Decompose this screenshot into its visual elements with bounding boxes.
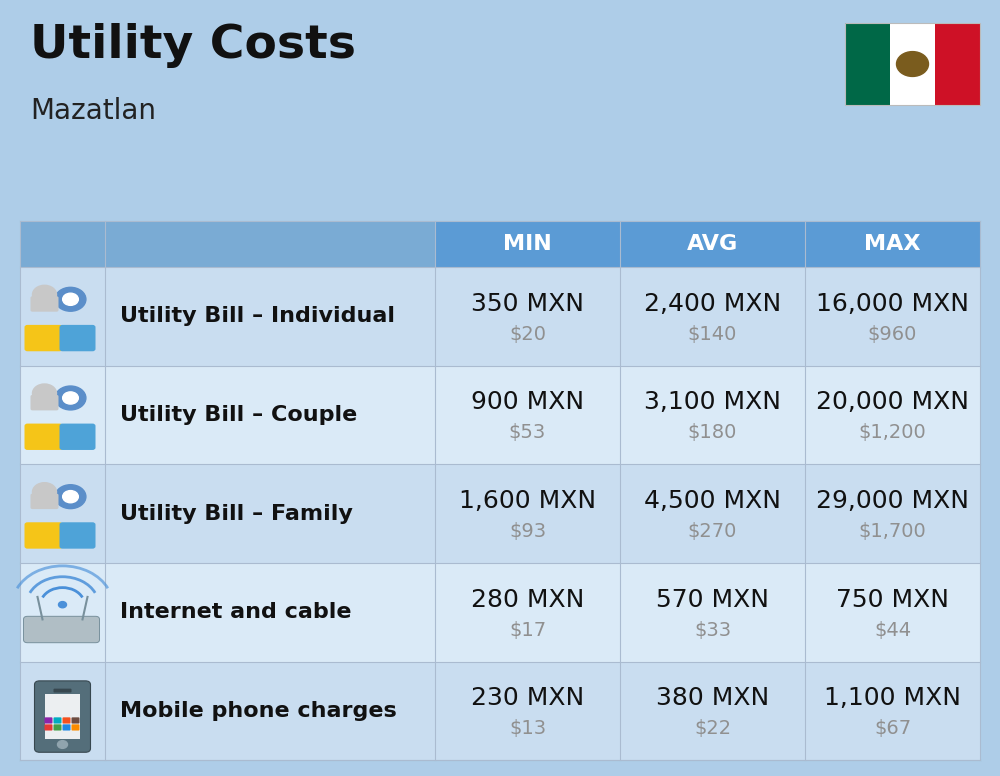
FancyBboxPatch shape (20, 662, 980, 760)
FancyBboxPatch shape (23, 616, 100, 643)
FancyBboxPatch shape (60, 325, 96, 352)
Text: 230 MXN: 230 MXN (471, 686, 584, 710)
Text: $33: $33 (694, 621, 731, 639)
FancyBboxPatch shape (44, 724, 52, 730)
Text: Mazatlan: Mazatlan (30, 97, 156, 125)
Text: 16,000 MXN: 16,000 MXN (816, 292, 969, 316)
Text: MAX: MAX (864, 234, 921, 254)
FancyBboxPatch shape (24, 325, 62, 352)
Text: 20,000 MXN: 20,000 MXN (816, 390, 969, 414)
Text: 29,000 MXN: 29,000 MXN (816, 489, 969, 513)
Text: MIN: MIN (503, 234, 552, 254)
Text: 2,400 MXN: 2,400 MXN (644, 292, 781, 316)
Text: $22: $22 (694, 719, 731, 739)
FancyBboxPatch shape (53, 724, 61, 730)
Circle shape (63, 490, 78, 503)
Circle shape (32, 286, 56, 304)
Circle shape (55, 287, 86, 311)
FancyBboxPatch shape (24, 424, 62, 450)
Text: Mobile phone charges: Mobile phone charges (120, 702, 397, 721)
Circle shape (58, 601, 66, 608)
Text: 570 MXN: 570 MXN (656, 587, 769, 611)
Text: $17: $17 (509, 621, 546, 639)
Text: Utility Bill – Family: Utility Bill – Family (120, 504, 353, 524)
FancyBboxPatch shape (72, 717, 79, 723)
Text: 900 MXN: 900 MXN (471, 390, 584, 414)
FancyBboxPatch shape (845, 23, 890, 105)
FancyBboxPatch shape (20, 563, 980, 662)
Text: 3,100 MXN: 3,100 MXN (644, 390, 781, 414)
FancyBboxPatch shape (20, 221, 435, 267)
Text: Utility Costs: Utility Costs (30, 23, 356, 68)
FancyBboxPatch shape (62, 724, 70, 730)
FancyBboxPatch shape (54, 688, 72, 692)
FancyBboxPatch shape (44, 717, 52, 723)
Text: Utility Bill – Individual: Utility Bill – Individual (120, 307, 395, 327)
Text: $53: $53 (509, 424, 546, 442)
Circle shape (32, 483, 56, 501)
Text: $270: $270 (688, 522, 737, 541)
Circle shape (896, 51, 928, 77)
Circle shape (32, 384, 56, 403)
Text: $13: $13 (509, 719, 546, 739)
FancyBboxPatch shape (435, 221, 980, 267)
FancyBboxPatch shape (60, 424, 96, 450)
Text: AVG: AVG (687, 234, 738, 254)
Circle shape (55, 386, 86, 410)
FancyBboxPatch shape (30, 494, 58, 509)
Text: $93: $93 (509, 522, 546, 541)
Circle shape (58, 740, 68, 748)
FancyBboxPatch shape (20, 267, 980, 365)
Circle shape (63, 293, 78, 306)
Text: $44: $44 (874, 621, 911, 639)
Text: $180: $180 (688, 424, 737, 442)
FancyBboxPatch shape (890, 23, 935, 105)
Text: 280 MXN: 280 MXN (471, 587, 584, 611)
Text: $1,700: $1,700 (859, 522, 926, 541)
Text: 350 MXN: 350 MXN (471, 292, 584, 316)
Text: 380 MXN: 380 MXN (656, 686, 769, 710)
Text: $140: $140 (688, 324, 737, 344)
FancyBboxPatch shape (60, 522, 96, 549)
FancyBboxPatch shape (34, 681, 90, 752)
Text: Utility Bill – Couple: Utility Bill – Couple (120, 405, 357, 425)
FancyBboxPatch shape (20, 464, 980, 563)
Text: $20: $20 (509, 324, 546, 344)
FancyBboxPatch shape (44, 694, 80, 739)
Text: $1,200: $1,200 (859, 424, 926, 442)
Text: 750 MXN: 750 MXN (836, 587, 949, 611)
Text: Internet and cable: Internet and cable (120, 602, 352, 622)
FancyBboxPatch shape (30, 395, 58, 411)
FancyBboxPatch shape (935, 23, 980, 105)
Circle shape (63, 392, 78, 404)
Text: 4,500 MXN: 4,500 MXN (644, 489, 781, 513)
Circle shape (55, 485, 86, 508)
Text: $960: $960 (868, 324, 917, 344)
FancyBboxPatch shape (72, 724, 79, 730)
Text: 1,600 MXN: 1,600 MXN (459, 489, 596, 513)
Text: 1,100 MXN: 1,100 MXN (824, 686, 961, 710)
Text: $67: $67 (874, 719, 911, 739)
FancyBboxPatch shape (30, 296, 58, 312)
FancyBboxPatch shape (20, 365, 980, 464)
FancyBboxPatch shape (62, 717, 70, 723)
FancyBboxPatch shape (53, 717, 61, 723)
FancyBboxPatch shape (24, 522, 62, 549)
